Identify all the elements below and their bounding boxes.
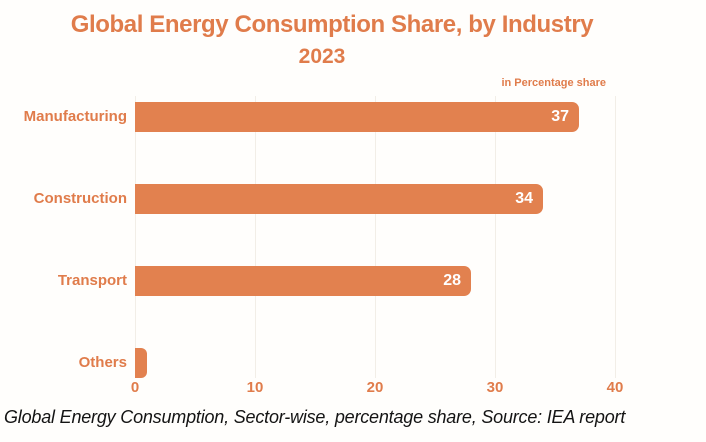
category-label-manufacturing: Manufacturing [23, 108, 127, 125]
category-label-transport: Transport [57, 272, 127, 289]
category-label-construction: Construction [33, 190, 127, 207]
gridline [615, 96, 616, 378]
gridline [255, 96, 256, 378]
x-axis-tick-label: 40 [606, 379, 624, 396]
bar-row: Others [0, 348, 706, 378]
gridline [375, 96, 376, 378]
gridline [495, 96, 496, 378]
bar-transport[interactable]: 28 [135, 266, 471, 296]
category-label-others: Others [78, 354, 127, 371]
chart-title: Global Energy Consumption Share, by Indu… [70, 11, 594, 38]
unit-note: in Percentage share [501, 77, 606, 89]
bar-construction[interactable]: 34 [135, 184, 543, 214]
bar-row: Construction 34 [0, 184, 706, 214]
gridline [135, 96, 136, 378]
bar-row: Manufacturing 37 [0, 102, 706, 132]
value-label: 34 [515, 190, 533, 207]
chart-caption: Global Energy Consumption, Sector-wise, … [4, 407, 626, 427]
x-axis-tick-label: 10 [246, 379, 264, 396]
x-axis-tick-label: 20 [366, 379, 384, 396]
chart-subtitle: 2023 [298, 45, 346, 68]
x-axis-tick-label: 0 [130, 379, 140, 396]
x-axis-tick-label: 30 [486, 379, 504, 396]
value-label: 37 [551, 108, 569, 125]
bar-others[interactable] [135, 348, 147, 378]
bar-row: Transport 28 [0, 266, 706, 296]
bar-manufacturing[interactable]: 37 [135, 102, 579, 132]
value-label: 28 [443, 272, 461, 289]
